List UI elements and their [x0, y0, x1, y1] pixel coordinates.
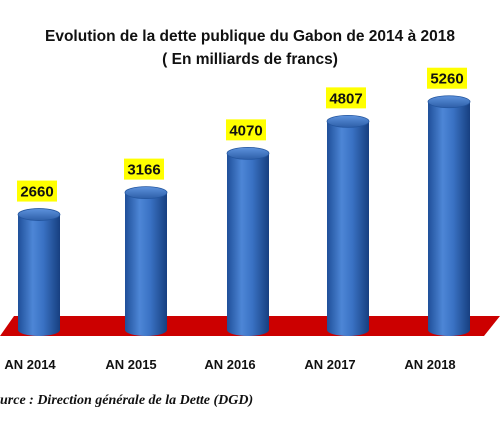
- x-tick-label: AN 2017: [304, 357, 355, 372]
- data-label: 4070: [226, 119, 266, 141]
- chart-subtitle: ( En milliards de francs): [162, 51, 338, 68]
- bar: [124, 186, 168, 336]
- x-tick-label: AN 2015: [105, 357, 156, 372]
- source-note: urce : Direction générale de la Dette (D…: [0, 393, 254, 408]
- data-label-text: 2660: [20, 184, 53, 201]
- data-label: 5260: [427, 67, 467, 89]
- data-label-text: 4807: [329, 90, 362, 107]
- x-tick-label: AN 2016: [204, 357, 255, 372]
- x-tick-label: AN 2014: [4, 357, 56, 372]
- data-label-text: 3166: [127, 162, 160, 179]
- data-label: 2660: [17, 180, 57, 202]
- data-label: 4807: [326, 87, 366, 109]
- x-tick-label: AN 2018: [404, 357, 455, 372]
- bar: [226, 146, 270, 336]
- data-label: 3166: [124, 158, 164, 180]
- data-label-text: 5260: [430, 71, 463, 88]
- data-label-text: 4070: [229, 122, 262, 139]
- bar: [326, 114, 370, 336]
- bar: [17, 208, 61, 336]
- bar: [427, 95, 471, 336]
- chart-title: Evolution de la dette publique du Gabon …: [45, 28, 455, 45]
